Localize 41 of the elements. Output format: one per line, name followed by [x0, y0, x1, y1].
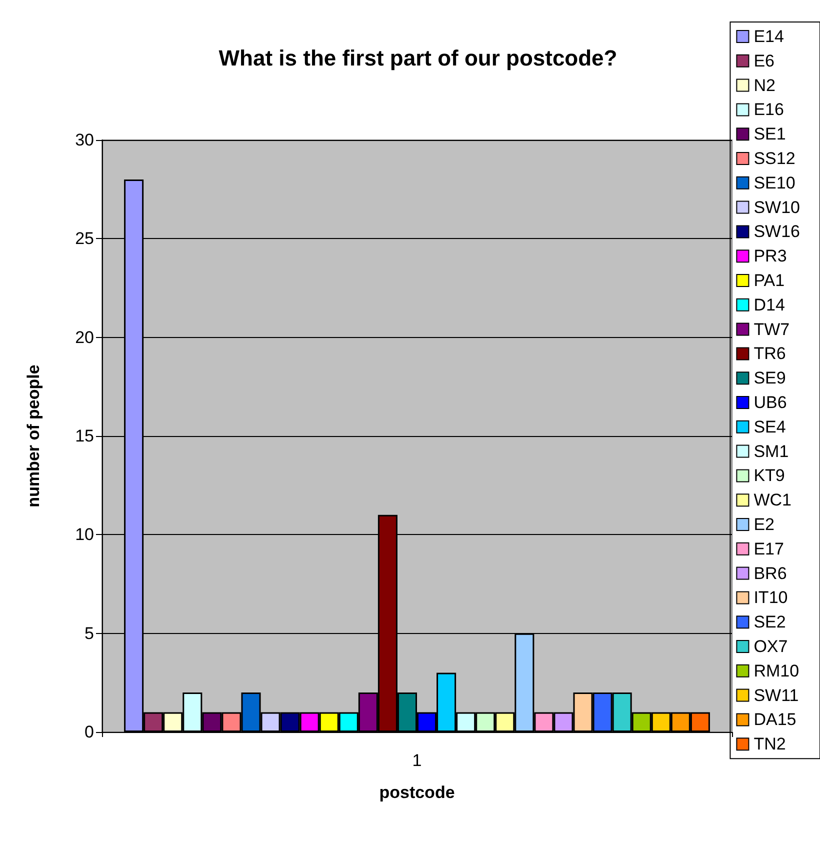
legend-label: E14 — [754, 27, 784, 46]
legend-label: BR6 — [754, 564, 787, 583]
y-tick-label: 20 — [75, 328, 94, 347]
legend-label: E2 — [754, 515, 775, 534]
legend-label: PR3 — [754, 246, 787, 266]
legend-label: WC1 — [754, 490, 792, 510]
legend-label: SM1 — [754, 442, 789, 461]
legend-label: E17 — [754, 539, 784, 558]
x-tick-label: 1 — [412, 751, 422, 770]
y-axis-title: number of people — [24, 364, 43, 508]
legend-label: SW16 — [754, 222, 800, 242]
legend-label: D14 — [754, 295, 785, 314]
legend-label: SE1 — [754, 124, 786, 144]
legend-label: TW7 — [754, 320, 790, 339]
legend-label: OX7 — [754, 637, 788, 656]
legend-label: SW10 — [754, 198, 800, 217]
y-tick-label: 10 — [75, 525, 94, 544]
legend-label: N2 — [754, 76, 776, 95]
y-tick-label: 15 — [75, 426, 94, 446]
legend-label: SE10 — [754, 173, 796, 192]
y-tick-label: 30 — [75, 130, 94, 150]
legend-label: RM10 — [754, 661, 800, 680]
legend-label: UB6 — [754, 393, 787, 412]
legend-label: DA15 — [754, 710, 796, 730]
legend-label: TR6 — [754, 344, 786, 364]
legend-label: SW11 — [754, 686, 799, 705]
legend-label: KT9 — [754, 466, 785, 486]
legend-label: TN2 — [754, 734, 786, 754]
x-axis-title: postcode — [379, 783, 455, 802]
legend-label: E6 — [754, 51, 775, 70]
legend-label: SE9 — [754, 368, 786, 388]
chart-title: What is the first part of our postcode? — [218, 46, 618, 70]
legend-label: IT10 — [754, 588, 788, 608]
y-tick-label: 0 — [84, 722, 94, 742]
y-tick-label: 25 — [75, 229, 94, 248]
legend-label: PA1 — [754, 271, 785, 290]
y-tick-label: 5 — [84, 624, 94, 643]
legend-label: E16 — [754, 100, 784, 120]
legend-label: SS12 — [754, 149, 796, 168]
legend-label: SE2 — [754, 612, 786, 632]
legend-label: SE4 — [754, 417, 786, 436]
